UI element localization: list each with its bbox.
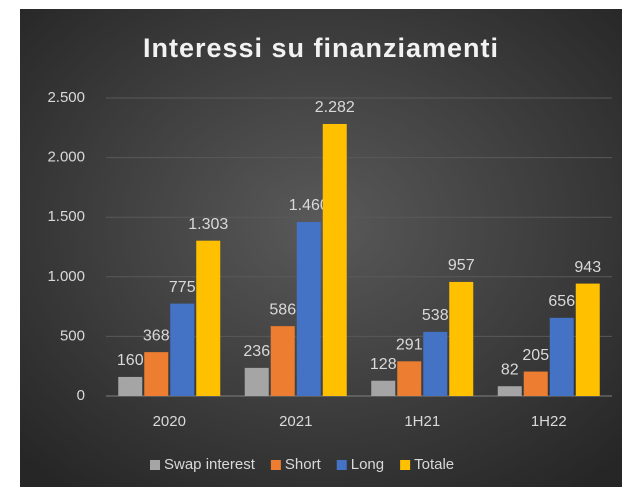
legend-label: Totale bbox=[414, 456, 454, 473]
bar bbox=[523, 371, 548, 396]
legend-swatch bbox=[400, 460, 411, 470]
legend-label: Long bbox=[351, 456, 384, 473]
bar bbox=[449, 281, 474, 396]
y-tick-label: 2.500 bbox=[47, 89, 85, 106]
bar bbox=[371, 380, 396, 396]
bar bbox=[270, 326, 295, 396]
chart-title: Interessi su finanziamenti bbox=[143, 33, 499, 63]
x-tick-label: 2020 bbox=[153, 413, 186, 430]
data-label: 1.303 bbox=[188, 216, 228, 233]
data-label: 2.282 bbox=[315, 99, 355, 116]
data-label: 1.460 bbox=[289, 197, 329, 214]
data-label: 656 bbox=[548, 293, 575, 310]
bar bbox=[549, 317, 574, 396]
bar bbox=[575, 283, 600, 396]
data-label: 368 bbox=[143, 327, 170, 344]
data-label: 160 bbox=[117, 352, 144, 369]
chart-background bbox=[20, 9, 622, 487]
bar bbox=[196, 240, 221, 396]
bar bbox=[144, 352, 169, 396]
legend-label: Short bbox=[285, 456, 322, 473]
data-label: 205 bbox=[522, 347, 549, 364]
data-label: 943 bbox=[574, 259, 601, 276]
legend-label: Swap interest bbox=[164, 456, 256, 473]
y-tick-label: 0 bbox=[77, 387, 85, 404]
x-tick-label: 1H21 bbox=[404, 413, 440, 430]
bar bbox=[497, 386, 522, 396]
legend-swatch bbox=[270, 460, 281, 470]
y-tick-label: 1.000 bbox=[47, 268, 85, 285]
legend-swatch bbox=[336, 460, 347, 470]
data-label: 236 bbox=[243, 343, 270, 360]
bar bbox=[170, 303, 195, 396]
bar bbox=[322, 123, 347, 397]
y-tick-label: 2.000 bbox=[47, 149, 85, 166]
bar bbox=[118, 376, 143, 396]
bar bbox=[296, 221, 321, 396]
data-label: 291 bbox=[396, 337, 423, 354]
data-label: 538 bbox=[422, 307, 449, 324]
data-label: 586 bbox=[269, 301, 296, 318]
bar bbox=[423, 331, 448, 396]
bar bbox=[244, 367, 269, 396]
data-label: 128 bbox=[370, 356, 397, 373]
x-tick-label: 2021 bbox=[279, 413, 312, 430]
data-label: 775 bbox=[169, 279, 196, 296]
bar bbox=[397, 361, 422, 396]
x-tick-label: 1H22 bbox=[531, 413, 567, 430]
y-tick-label: 1.500 bbox=[47, 208, 85, 225]
y-tick-label: 500 bbox=[60, 327, 85, 344]
data-label: 957 bbox=[448, 257, 475, 274]
data-label: 82 bbox=[501, 361, 519, 378]
legend-swatch bbox=[150, 460, 160, 470]
